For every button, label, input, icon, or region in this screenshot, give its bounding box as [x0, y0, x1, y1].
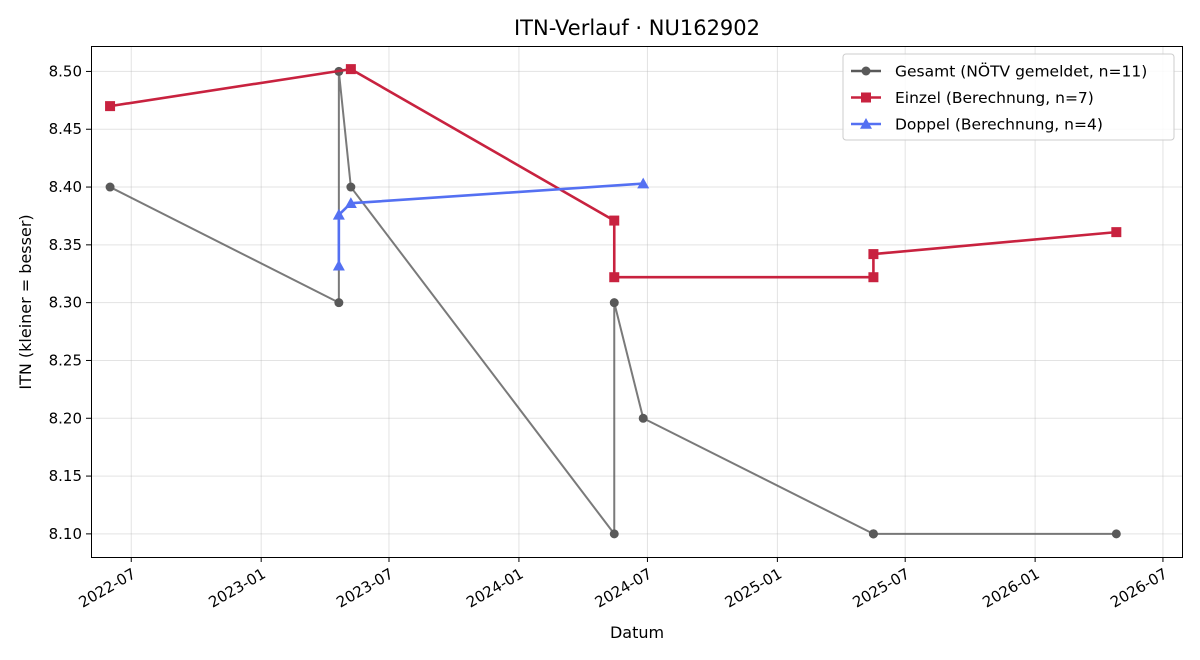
plot-frame — [91, 46, 1183, 558]
series-line — [337, 182, 644, 266]
data-point — [609, 529, 619, 539]
legend-entry: Einzel (Berechnung, n=7) — [851, 89, 1094, 107]
y-tick-label: 8.50 — [49, 62, 82, 80]
legend-marker — [860, 118, 872, 129]
x-axis: 2022-07 2023-01 2023-07 2024-01 2024-07 2025-… — [76, 557, 1171, 612]
data-point — [332, 259, 345, 271]
y-tick-label: 8.30 — [49, 294, 82, 312]
data-point — [334, 298, 344, 308]
y-tick-label: 8.15 — [49, 467, 82, 485]
legend-label: Doppel (Berechnung, n=4) — [895, 116, 1103, 134]
x-tick-label: 2025-07 — [850, 565, 913, 612]
chart-title: ITN-Verlauf · NU162902 — [514, 16, 760, 40]
legend-label: Gesamt (NÖTV gemeldet, n=11) — [895, 62, 1147, 81]
x-tick-label: 2022-07 — [76, 565, 139, 612]
y-tick-label: 8.40 — [49, 178, 82, 196]
legend-entry: Doppel (Berechnung, n=4) — [851, 116, 1103, 134]
x-tick-label: 2026-07 — [1107, 565, 1170, 612]
data-point — [637, 177, 650, 189]
data-point — [868, 249, 879, 260]
data-point — [344, 197, 357, 209]
y-tick-label: 8.35 — [49, 236, 82, 254]
data-point — [332, 208, 345, 220]
legend-marker — [861, 66, 871, 76]
data-point — [868, 529, 878, 539]
legend: Gesamt (NÖTV gemeldet, n=11) Einzel (Bere… — [842, 53, 1175, 141]
x-tick-label: 2025-01 — [722, 565, 785, 612]
y-tick-label: 8.45 — [49, 120, 82, 138]
x-tick-label: 2023-01 — [205, 565, 268, 612]
x-tick-label: 2024-01 — [463, 565, 526, 612]
x-tick-label: 2026-01 — [979, 565, 1042, 612]
y-axis-label: ITN (kleiner = besser) — [16, 214, 35, 389]
data-point — [868, 272, 879, 283]
data-point — [105, 182, 115, 192]
y-tick-label: 8.10 — [49, 525, 82, 543]
data-point — [609, 272, 620, 283]
data-point — [105, 101, 116, 112]
data-point — [345, 64, 356, 75]
grid — [91, 46, 1182, 557]
y-tick-label: 8.25 — [49, 351, 82, 369]
plot-area — [105, 64, 1122, 539]
data-point — [346, 182, 356, 192]
legend-box — [842, 53, 1175, 141]
x-axis-label: Datum — [610, 623, 664, 642]
x-tick-label: 2024-07 — [592, 565, 655, 612]
data-point — [609, 298, 619, 308]
x-tick-label: 2023-07 — [333, 565, 396, 612]
series-square — [105, 64, 1122, 283]
data-point — [1111, 227, 1122, 238]
legend-label: Einzel (Berechnung, n=7) — [895, 89, 1094, 107]
legend-entry: Gesamt (NÖTV gemeldet, n=11) — [851, 62, 1147, 81]
data-point — [609, 215, 620, 226]
data-point — [1111, 529, 1121, 539]
y-tick-label: 8.20 — [49, 409, 82, 427]
data-point — [638, 413, 648, 423]
series-triangle — [332, 177, 650, 271]
y-axis: 8.10 8.15 8.20 8.25 8.30 8.35 8.40 8.45 8.50 — [49, 62, 91, 543]
legend-marker — [861, 92, 871, 103]
